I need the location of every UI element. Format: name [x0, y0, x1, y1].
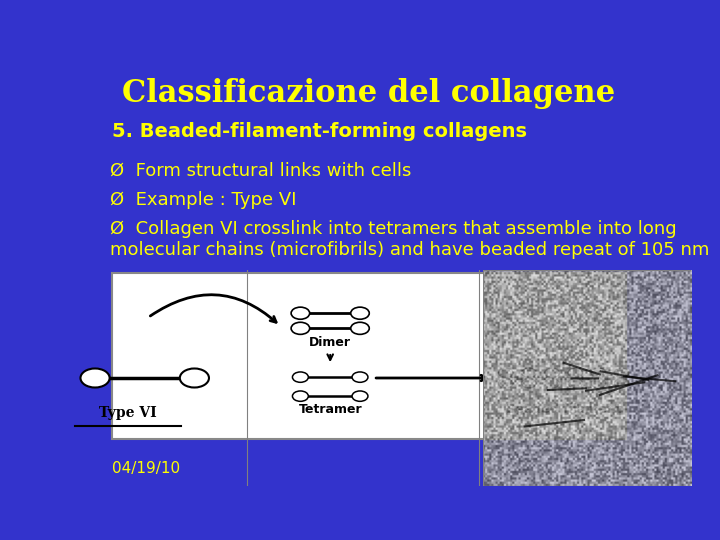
Circle shape	[614, 368, 629, 377]
Circle shape	[81, 368, 109, 388]
Text: Ø  Form structural links with cells: Ø Form structural links with cells	[109, 162, 411, 180]
Text: molecular chains (microfibrils) and have beaded repeat of 105 nm: molecular chains (microfibrils) and have…	[109, 241, 709, 259]
FancyBboxPatch shape	[112, 273, 626, 439]
Circle shape	[351, 322, 369, 334]
Circle shape	[614, 379, 629, 388]
Circle shape	[591, 379, 606, 388]
Circle shape	[352, 391, 368, 401]
Circle shape	[568, 379, 582, 388]
Circle shape	[351, 307, 369, 319]
Circle shape	[545, 379, 559, 388]
Text: Beaded filament: Beaded filament	[506, 402, 621, 416]
Circle shape	[291, 322, 310, 334]
Text: Tetramer: Tetramer	[298, 402, 362, 416]
Text: Type VI: Type VI	[99, 406, 157, 420]
Circle shape	[498, 379, 513, 388]
Text: Ø  Example : Type VI: Ø Example : Type VI	[109, 191, 296, 209]
Text: 5. Beaded-filament-forming collagens: 5. Beaded-filament-forming collagens	[112, 122, 527, 141]
Circle shape	[545, 368, 559, 377]
Circle shape	[291, 307, 310, 319]
Text: 04/19/10: 04/19/10	[112, 461, 181, 476]
Circle shape	[521, 368, 536, 377]
Circle shape	[498, 368, 513, 377]
Circle shape	[352, 372, 368, 382]
Circle shape	[180, 368, 209, 388]
Circle shape	[521, 379, 536, 388]
Circle shape	[292, 391, 308, 401]
Circle shape	[292, 372, 308, 382]
Text: Dimer: Dimer	[309, 335, 351, 349]
Circle shape	[568, 368, 582, 377]
Text: Classificazione del collagene: Classificazione del collagene	[122, 78, 616, 110]
Text: Ø  Collagen VI crosslink into tetramers that assemble into long: Ø Collagen VI crosslink into tetramers t…	[109, 220, 676, 238]
Circle shape	[591, 368, 606, 377]
